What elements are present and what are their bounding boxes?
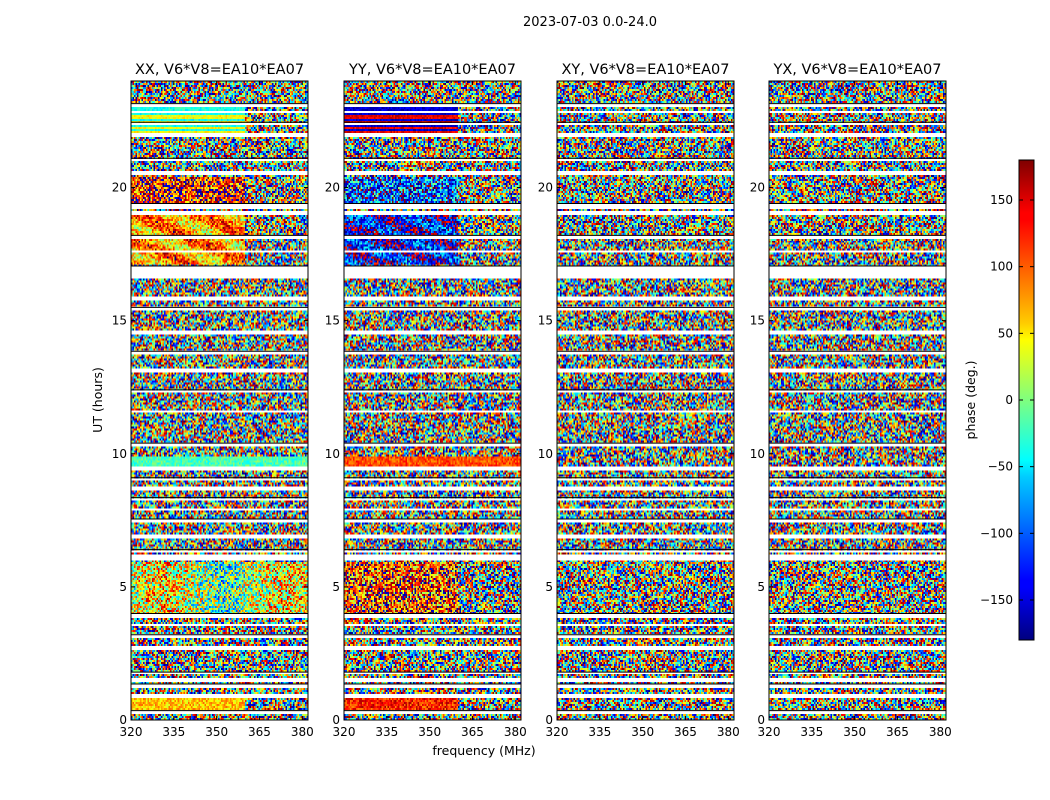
x-tick-label: 380 <box>504 725 527 739</box>
panels: XX, V6*V8=EA10*EA07 320 335 350 365 380 0 5 10 15… <box>112 62 952 739</box>
colorbar-tick-label: −150 <box>980 593 1013 607</box>
colorbar-tick-label: 100 <box>990 260 1013 274</box>
panel-xx: XX, V6*V8=EA10*EA07 320 335 350 365 380 0 5 10 15… <box>112 62 314 739</box>
x-tick-label: 335 <box>800 725 823 739</box>
y-tick-label: 0 <box>545 713 553 727</box>
y-axis-label: UT (hours) <box>90 367 105 433</box>
colorbar-tick-label: 0 <box>1005 393 1013 407</box>
x-tick-label: 365 <box>886 725 909 739</box>
y-tick-label: 20 <box>538 181 553 195</box>
y-tick-label: 20 <box>112 181 127 195</box>
panel-frame <box>556 80 735 721</box>
x-tick-label: 350 <box>418 725 441 739</box>
x-tick-label: 365 <box>248 725 271 739</box>
y-tick-label: 15 <box>538 314 553 328</box>
y-tick-label: 10 <box>112 447 127 461</box>
heatmap-yy <box>344 81 521 720</box>
colorbar: 150 100 50 0 −50 −100 −150 phase (deg.) <box>963 159 1035 641</box>
y-tick-label: 0 <box>119 713 127 727</box>
x-tick-label: 380 <box>929 725 952 739</box>
y-tick-label: 10 <box>325 447 340 461</box>
x-axis-label: frequency (MHz) <box>432 743 535 758</box>
y-tick-label: 15 <box>112 314 127 328</box>
x-tick-label: 320 <box>120 725 143 739</box>
panel-title: XX, V6*V8=EA10*EA07 <box>135 62 304 78</box>
colorbar-tick-label: −100 <box>980 526 1013 540</box>
x-tick-label: 365 <box>674 725 697 739</box>
y-tick-label: 10 <box>538 447 553 461</box>
panel-yy: YY, V6*V8=EA10*EA07 320 335 350 365 380 0 5 10 15… <box>325 62 527 739</box>
chart-title: 2023-07-03 0.0-24.0 <box>523 15 657 30</box>
y-tick-label: 5 <box>332 580 340 594</box>
panel-frame <box>343 80 522 721</box>
panel-title: YX, V6*V8=EA10*EA07 <box>772 62 941 78</box>
x-tick-label: 350 <box>631 725 654 739</box>
y-tick-label: 20 <box>750 181 765 195</box>
y-tick-label: 0 <box>757 713 765 727</box>
y-tick-label: 5 <box>757 580 765 594</box>
panel-frame <box>130 80 309 721</box>
y-tick-label: 0 <box>332 713 340 727</box>
y-tick-label: 20 <box>325 181 340 195</box>
colorbar-tick-label: −50 <box>988 460 1013 474</box>
x-tick-label: 335 <box>588 725 611 739</box>
y-tick-label: 10 <box>750 447 765 461</box>
heatmap-xy <box>557 81 734 720</box>
y-tick-label: 5 <box>545 580 553 594</box>
colorbar-tick-label: 50 <box>998 326 1013 340</box>
x-tick-label: 320 <box>546 725 569 739</box>
colorbar-label: phase (deg.) <box>963 361 978 440</box>
x-tick-label: 365 <box>461 725 484 739</box>
x-tick-label: 320 <box>758 725 781 739</box>
heatmap-xx <box>131 81 308 720</box>
x-tick-label: 350 <box>843 725 866 739</box>
panel-title: YY, V6*V8=EA10*EA07 <box>348 62 516 78</box>
colorbar-tick-label: 150 <box>990 193 1013 207</box>
y-tick-label: 5 <box>119 580 127 594</box>
x-tick-label: 380 <box>291 725 314 739</box>
heatmap-yx <box>769 81 946 720</box>
panel-xy: XY, V6*V8=EA10*EA07 320 335 350 365 380 0 5 10 15… <box>538 62 740 739</box>
x-tick-label: 335 <box>375 725 398 739</box>
x-tick-label: 380 <box>717 725 740 739</box>
panel-title: XY, V6*V8=EA10*EA07 <box>561 62 729 78</box>
y-tick-label: 15 <box>750 314 765 328</box>
panel-yx: YX, V6*V8=EA10*EA07 320 335 350 365 380 0 5 10 15… <box>750 62 952 739</box>
x-tick-label: 350 <box>205 725 228 739</box>
x-tick-label: 335 <box>162 725 185 739</box>
colorbar-ticks: 150 100 50 0 −50 −100 −150 <box>980 193 1034 607</box>
y-tick-label: 15 <box>325 314 340 328</box>
panel-frame <box>768 80 947 721</box>
x-tick-label: 320 <box>333 725 356 739</box>
